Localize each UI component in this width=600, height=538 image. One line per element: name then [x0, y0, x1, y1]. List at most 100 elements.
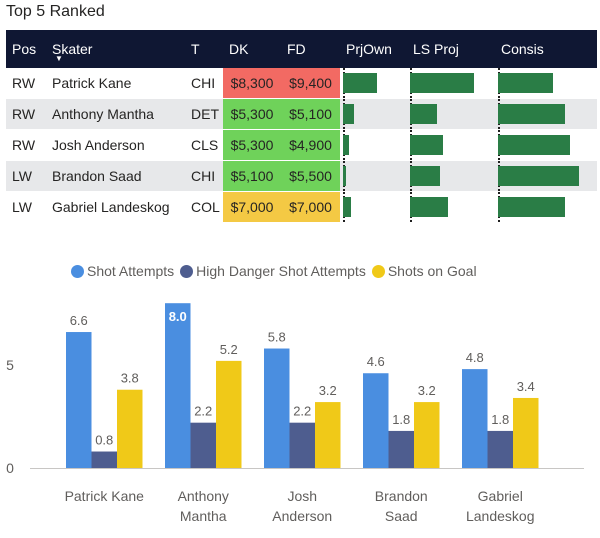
cell-prj-own: [340, 160, 407, 192]
column-header-team[interactable]: T: [185, 30, 223, 68]
column-header-ls-proj[interactable]: LS Proj: [407, 30, 495, 68]
column-header-skater[interactable]: Skater ▼: [46, 30, 185, 68]
x-category-label: Gabriel: [478, 488, 523, 504]
bar-chart: 0 5 6.6 8.0 5.8 4.6 4.8 0.8 2.2 2.2 1.8 1.8 3.8 5.2 3.…: [6, 303, 584, 524]
cell-consis: [495, 129, 597, 161]
cell-fd: $7,000: [281, 191, 340, 223]
data-bar-prj-own: [343, 104, 354, 124]
cell-fd: $4,900: [281, 129, 340, 161]
legend-label: Shots on Goal: [387, 263, 477, 279]
cell-dk: $5,300: [223, 98, 281, 130]
data-label: 2.2: [293, 404, 311, 419]
cell-dk: $5,300: [223, 129, 281, 161]
x-category-label: Brandon: [375, 488, 428, 504]
cell-prj-own: [340, 68, 407, 99]
data-bar-consis: [498, 197, 565, 217]
data-bar-ls-proj: [410, 135, 443, 155]
data-label: 4.6: [367, 354, 385, 369]
legend-label: High Danger Shot Attempts: [196, 263, 366, 279]
cell-fd-value: $4,900: [281, 130, 340, 160]
cell-fd: $5,500: [281, 160, 340, 192]
bar-shots-on-goal: [513, 397, 539, 468]
data-bar-prj-own: [343, 135, 349, 155]
column-header-consis[interactable]: Consis: [495, 30, 597, 68]
cell-ls-proj: [407, 98, 495, 130]
data-bar-prj-own: [343, 73, 377, 93]
cell-team: DET: [185, 98, 223, 130]
cell-fd-value: $7,000: [281, 192, 340, 222]
cell-prj-own: [340, 129, 407, 161]
cell-skater: Patrick Kane: [46, 68, 185, 99]
legend-label: Shot Attempts: [87, 263, 175, 279]
sort-descending-icon[interactable]: ▼: [55, 54, 63, 63]
table-row[interactable]: RW Josh Anderson CLS $5,300 $4,900: [6, 129, 597, 161]
cell-pos: RW: [6, 129, 46, 161]
legend-item[interactable]: High Danger Shot Attempts: [180, 263, 366, 279]
legend-dot-icon: [180, 264, 194, 278]
cell-pos: LW: [6, 160, 46, 192]
y-tick-label: 5: [6, 357, 14, 373]
bar-shot-attempts: [66, 332, 92, 468]
column-header-pos[interactable]: Pos: [6, 30, 46, 68]
chart-legend: Shot Attempts High Danger Shot Attempts Sh…: [71, 263, 483, 279]
cell-pos: LW: [6, 191, 46, 223]
legend-item[interactable]: Shot Attempts: [71, 263, 174, 279]
column-header-dk[interactable]: DK: [223, 30, 281, 68]
cell-dk: $5,100: [223, 160, 281, 192]
table-row[interactable]: RW Anthony Mantha DET $5,300 $5,100: [6, 98, 597, 130]
cell-skater: Gabriel Landeskog: [46, 191, 185, 223]
data-bar-consis: [498, 135, 570, 155]
cell-team: CHI: [185, 160, 223, 192]
bar-shots-on-goal: [315, 402, 341, 468]
table-row[interactable]: LW Gabriel Landeskog COL $7,000 $7,000: [6, 191, 597, 223]
cell-dk-value: $5,300: [223, 130, 281, 160]
data-label: 4.8: [466, 350, 484, 365]
table-row[interactable]: LW Brandon Saad CHI $5,100 $5,500: [6, 160, 597, 192]
data-bar-consis: [498, 73, 553, 93]
cell-ls-proj: [407, 68, 495, 99]
cell-fd-value: $5,500: [281, 161, 340, 191]
table-row[interactable]: RW Patrick Kane CHI $8,300 $9,400: [6, 68, 597, 99]
cell-skater: Josh Anderson: [46, 129, 185, 161]
cell-fd: $5,100: [281, 98, 340, 130]
bar-high-danger-shot-attempts: [289, 422, 315, 468]
bar-shots-on-goal: [414, 402, 440, 468]
x-category-label: Anthony: [178, 488, 229, 504]
x-category-label: Anderson: [272, 508, 332, 524]
cell-prj-own: [340, 191, 407, 223]
bar-high-danger-shot-attempts: [388, 430, 414, 468]
column-header-prjown[interactable]: PrjOwn: [340, 30, 407, 68]
data-label: 5.8: [268, 330, 286, 345]
bar-shot-attempts: [363, 373, 389, 468]
data-label: 5.2: [220, 342, 238, 357]
data-label: 3.4: [517, 379, 535, 394]
cell-consis: [495, 160, 597, 192]
legend-dot-icon: [71, 264, 84, 278]
cell-ls-proj: [407, 160, 495, 192]
data-label: 1.8: [491, 412, 509, 427]
data-bar-ls-proj: [410, 104, 437, 124]
x-category-label: Landeskog: [466, 508, 535, 524]
data-bar-consis: [498, 104, 565, 124]
cell-skater: Anthony Mantha: [46, 98, 185, 130]
cell-consis: [495, 98, 597, 130]
page-title: Top 5 Ranked: [6, 3, 105, 20]
cell-dk: $8,300: [223, 68, 281, 99]
bar-high-danger-shot-attempts: [487, 430, 513, 468]
legend-item[interactable]: Shots on Goal: [371, 263, 477, 279]
cell-prj-own: [340, 98, 407, 130]
column-header-fd[interactable]: FD: [281, 30, 340, 68]
data-bar-ls-proj: [410, 197, 448, 217]
data-label: 0.8: [95, 433, 113, 448]
data-label: 2.2: [194, 404, 212, 419]
bar-shot-attempts: [462, 369, 488, 468]
cell-fd-value: $5,100: [281, 99, 340, 129]
cell-pos: RW: [6, 98, 46, 130]
cell-team: COL: [185, 191, 223, 223]
cell-pos: RW: [6, 68, 46, 99]
bar-shot-attempts: [264, 348, 290, 468]
x-category-label: Saad: [385, 508, 418, 524]
data-label: 3.2: [319, 383, 337, 398]
data-label: 3.2: [418, 383, 436, 398]
cell-fd-value: $9,400: [281, 68, 340, 98]
